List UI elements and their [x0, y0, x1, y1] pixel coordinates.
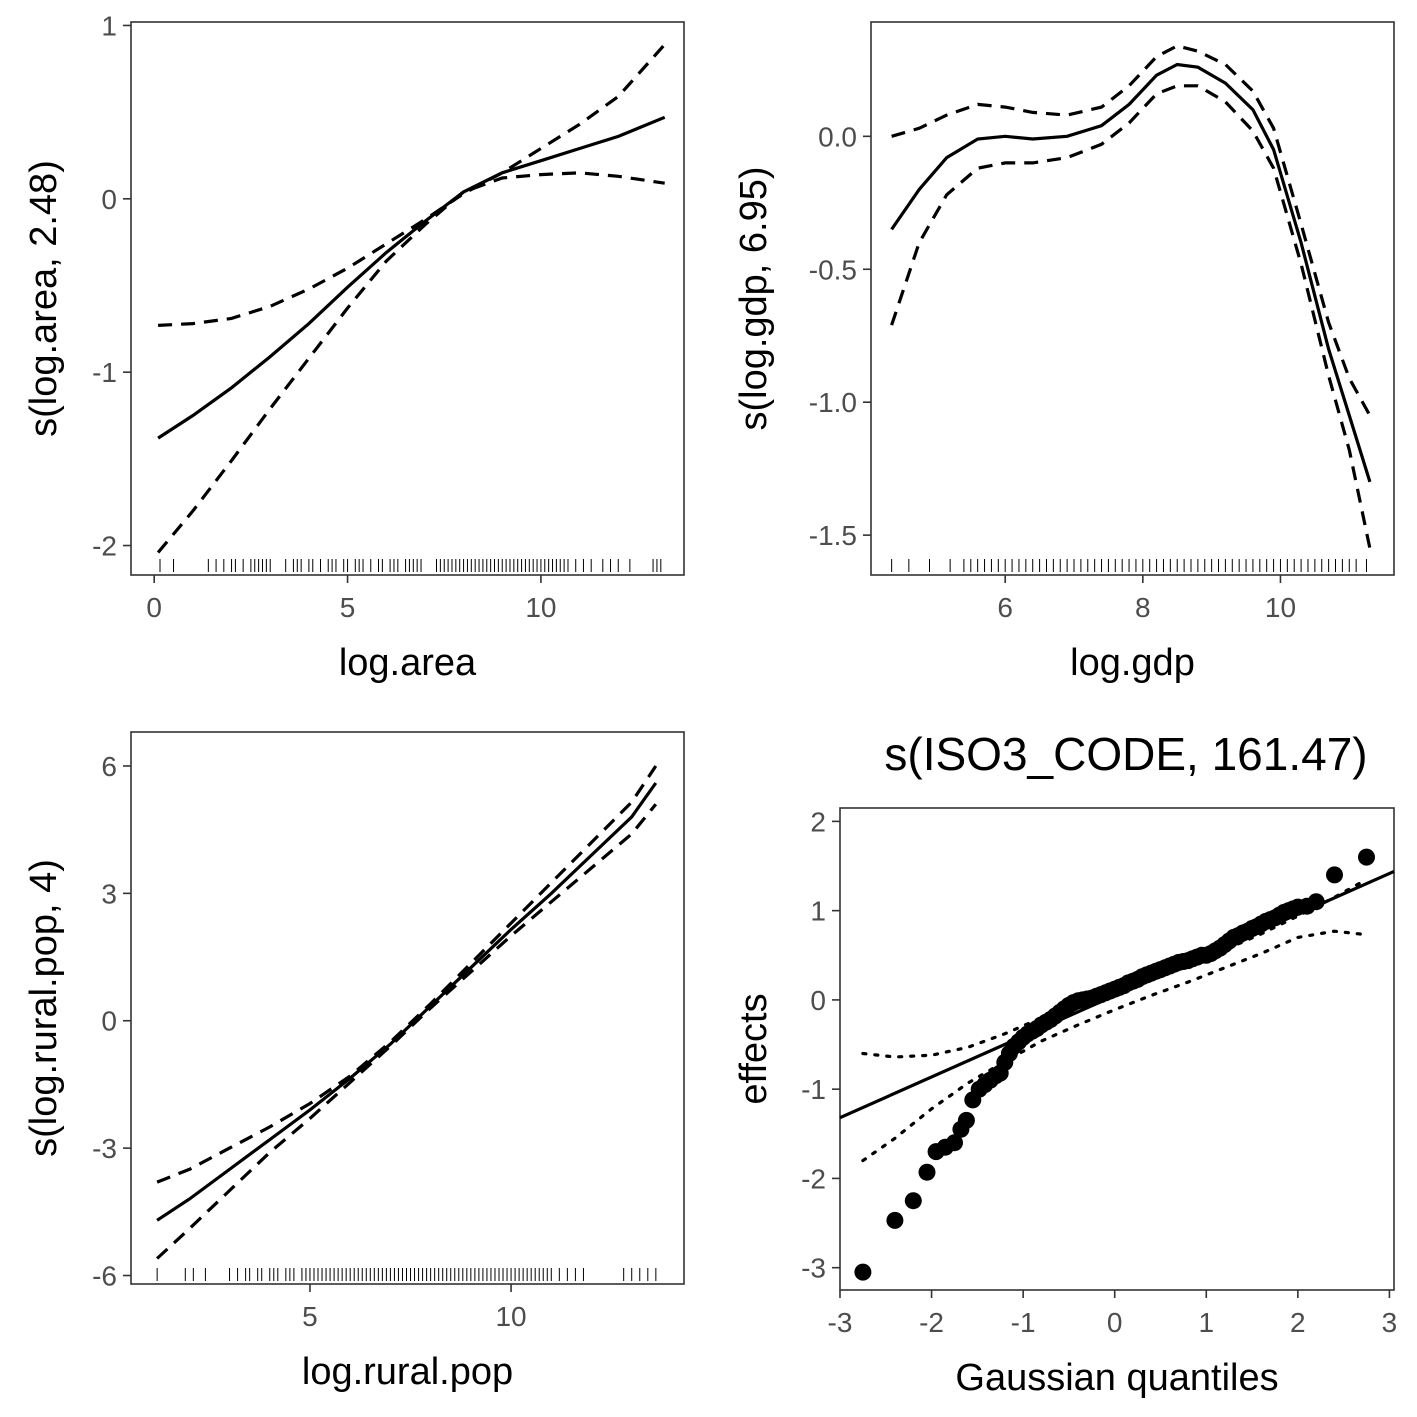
panel4-x-tick-label: 0: [1107, 1307, 1123, 1338]
panel4-point: [946, 1134, 963, 1152]
panel3-x-tick-label: 5: [302, 1301, 318, 1332]
panel3-y-axis-title: s(log.rural.pop, 4): [23, 859, 65, 1157]
panel3-x-tick-label: 10: [495, 1301, 526, 1332]
panel1-y-tick-label: 0: [101, 184, 117, 215]
panel4-y-tick-label: 2: [810, 806, 826, 837]
panel4-point: [918, 1163, 936, 1181]
panel4-x-tick-label: 1: [1198, 1307, 1214, 1338]
panel4-point: [854, 1263, 872, 1281]
panel4-point: [957, 1111, 975, 1129]
panel2-upper-line: [891, 44, 1372, 417]
panel2-y-tick-label: -0.5: [809, 254, 857, 285]
panel2-y-tick-label: -1.5: [809, 520, 857, 551]
panel2-x-axis-title: log.gdp: [1070, 642, 1195, 684]
panel4-y-tick-label: -1: [801, 1074, 826, 1105]
panel2-y-tick-label: -1.0: [809, 387, 857, 418]
panel3-rug: [156, 1268, 657, 1281]
panel4-y-tick-label: 0: [810, 985, 826, 1016]
panel1-x-tick-label: 5: [340, 592, 356, 623]
panel4-points: [854, 848, 1375, 1281]
panel1-y-tick-label: -2: [92, 531, 117, 562]
panel3-y-tick-label: -6: [92, 1261, 117, 1292]
panel2-y-tick-label: 0.0: [818, 121, 857, 152]
panel1-fit-line: [157, 115, 666, 440]
panel4-x-tick-label: -3: [828, 1307, 853, 1338]
panel2-plot-frame: [870, 21, 1395, 576]
panel2-lower-line: [890, 84, 1372, 549]
panel1-lower-line: [156, 171, 665, 554]
panel3-x-axis-title: log.rural.pop: [302, 1351, 513, 1393]
panel3-y-tick-label: 6: [101, 751, 117, 782]
panel4-x-tick-label: 2: [1290, 1307, 1306, 1338]
panel2-x-tick-label: 10: [1265, 592, 1296, 623]
panel3-lower-line: [156, 803, 658, 1260]
panel4-y-tick-label: 1: [810, 896, 826, 927]
panel2-x-tick-label: 6: [997, 592, 1013, 623]
panel-log-gdp: 6 8 10 -1.5 -1.0 -0.5 0.0 log.gdp s(log.gdp, 6.9…: [733, 21, 1395, 684]
panel2-y-axis-title: s(log.gdp, 6.95): [733, 166, 775, 430]
panel1-x-tick-label: 0: [146, 592, 162, 623]
panel1-y-axis-title: s(log.area, 2.48): [23, 160, 65, 437]
panel4-x-tick-label: -2: [919, 1307, 944, 1338]
panel4-y-tick-label: -3: [801, 1253, 826, 1284]
panel-log-area: 0 5 10 -2 -1 0 1 log.area s(log.area, 2.48): [23, 10, 685, 684]
panel1-plot-frame: [130, 21, 685, 576]
panel3-upper-line: [156, 765, 658, 1184]
panel3-y-tick-label: 3: [101, 878, 117, 909]
panel4-plot-frame: [839, 807, 1395, 1291]
panel3-y-tick-label: 0: [101, 1006, 117, 1037]
panel4-envelope-lower: [861, 929, 1369, 1163]
panel4-x-axis-title: Gaussian quantiles: [955, 1357, 1278, 1399]
panel4-point: [1307, 893, 1325, 911]
panel3-plot-frame: [130, 731, 685, 1285]
panel1-y-tick-label: 1: [101, 10, 117, 41]
panel3-y-tick-label: -3: [92, 1133, 117, 1164]
panel4-y-tick-label: -2: [801, 1163, 826, 1194]
panel-log-rural-pop: 5 10 -6 -3 0 3 6 log.rural.pop s(log.rural.pop, …: [23, 731, 685, 1393]
panel1-upper-line: [158, 43, 666, 327]
panel4-y-axis-title: effects: [733, 993, 775, 1104]
panel2-x-tick-label: 8: [1135, 592, 1151, 623]
panel2-rug: [891, 559, 1367, 572]
panel2-fit-line: [890, 62, 1372, 483]
panel4-point: [1358, 848, 1375, 866]
panel4-point: [886, 1211, 904, 1229]
panel3-fit-line: [156, 782, 658, 1222]
panel-iso3-code-qq: -3 -2 -1 0 1 2 3 -3 -2 -1 0 1 2 Gaussian quantiles eff…: [733, 728, 1397, 1399]
panel4-title: s(ISO3_CODE, 161.47): [884, 728, 1367, 780]
panel1-x-tick-label: 10: [525, 592, 556, 623]
panel4-point: [1326, 866, 1343, 884]
panel4-x-tick-label: 3: [1382, 1307, 1398, 1338]
panel4-x-tick-label: -1: [1011, 1307, 1036, 1338]
panel1-x-axis-title: log.area: [339, 642, 477, 684]
panel1-rug: [159, 559, 662, 572]
panel1-y-tick-label: -1: [92, 357, 117, 388]
panel4-point: [904, 1192, 922, 1210]
